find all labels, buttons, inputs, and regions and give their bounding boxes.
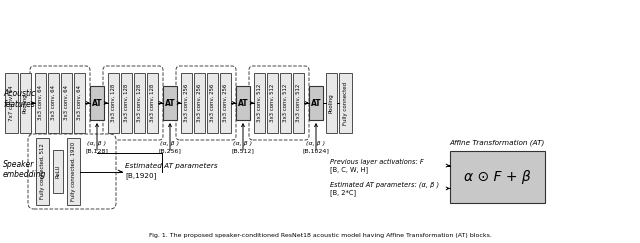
Bar: [236, 86, 250, 120]
Text: ReLU: ReLU: [56, 165, 61, 178]
Text: Pooling: Pooling: [329, 93, 334, 113]
FancyBboxPatch shape: [176, 66, 236, 140]
Text: [B,1024]: [B,1024]: [303, 148, 330, 154]
Text: AT: AT: [164, 98, 175, 107]
Text: 3x3 conv, 512: 3x3 conv, 512: [270, 84, 275, 122]
Text: 3x3 conv, 64: 3x3 conv, 64: [51, 86, 56, 121]
Text: Estimated AT parameters: Estimated AT parameters: [125, 162, 218, 169]
Bar: [36, 138, 49, 205]
Bar: [181, 73, 192, 133]
Text: (α, β ): (α, β ): [161, 140, 180, 146]
Bar: [147, 73, 158, 133]
Text: 3x3 conv, 512: 3x3 conv, 512: [283, 84, 288, 122]
Text: 3x3 conv, 256: 3x3 conv, 256: [197, 84, 202, 122]
Bar: [254, 73, 265, 133]
Bar: [163, 86, 177, 120]
Text: (α, β ): (α, β ): [88, 140, 107, 146]
Text: Fully connected, 512: Fully connected, 512: [40, 144, 45, 199]
Text: Estimated AT parameters: (α, β ): Estimated AT parameters: (α, β ): [330, 181, 439, 188]
Bar: [267, 73, 278, 133]
Bar: [194, 73, 205, 133]
Bar: [134, 73, 145, 133]
Text: 3x3 conv, 256: 3x3 conv, 256: [223, 84, 228, 122]
Bar: [280, 73, 291, 133]
Text: α ⊙ F + β: α ⊙ F + β: [464, 170, 531, 184]
FancyBboxPatch shape: [28, 134, 116, 209]
Bar: [220, 73, 231, 133]
Bar: [326, 73, 337, 133]
Bar: [53, 150, 63, 193]
Text: 3x3 conv, 512: 3x3 conv, 512: [296, 84, 301, 122]
Text: 3x3 conv, 64: 3x3 conv, 64: [77, 86, 82, 121]
Text: 3x3 conv, 128: 3x3 conv, 128: [150, 84, 155, 122]
Text: Fully connected: Fully connected: [343, 81, 348, 125]
Text: [B,256]: [B,256]: [159, 148, 181, 154]
Text: [B, 2*C]: [B, 2*C]: [330, 189, 356, 196]
Text: [B,512]: [B,512]: [232, 148, 255, 154]
Bar: [48, 73, 59, 133]
Text: 3x3 conv, 64: 3x3 conv, 64: [64, 86, 69, 121]
Bar: [90, 86, 104, 120]
Text: Speaker
embedding: Speaker embedding: [3, 160, 46, 179]
Bar: [61, 73, 72, 133]
Text: Affine Transformation (AT): Affine Transformation (AT): [450, 140, 545, 146]
FancyBboxPatch shape: [30, 66, 90, 140]
Text: Fig. 1. The proposed speaker-conditioned ResNet18 acoustic model having Affine T: Fig. 1. The proposed speaker-conditioned…: [148, 233, 492, 238]
Text: 7x7 conv, 64: 7x7 conv, 64: [9, 85, 14, 121]
Bar: [108, 73, 119, 133]
Bar: [293, 73, 304, 133]
Text: 3x3 conv, 128: 3x3 conv, 128: [111, 84, 116, 122]
Text: 3x3 conv, 256: 3x3 conv, 256: [210, 84, 215, 122]
Text: AT: AT: [237, 98, 248, 107]
Text: 3x3 conv, 128: 3x3 conv, 128: [124, 84, 129, 122]
Text: 3x3 conv, 64: 3x3 conv, 64: [38, 86, 43, 121]
Bar: [450, 151, 545, 203]
Bar: [339, 73, 352, 133]
Bar: [67, 138, 80, 205]
FancyBboxPatch shape: [249, 66, 309, 140]
Bar: [35, 73, 46, 133]
Text: [B,1920]: [B,1920]: [125, 172, 156, 179]
Bar: [5, 73, 18, 133]
Text: 3x3 conv, 512: 3x3 conv, 512: [257, 84, 262, 122]
Text: AT: AT: [92, 98, 102, 107]
Bar: [121, 73, 132, 133]
FancyBboxPatch shape: [103, 66, 163, 140]
Text: [B,128]: [B,128]: [86, 148, 108, 154]
Text: Acoustic
features: Acoustic features: [3, 89, 35, 109]
Text: (α, β ): (α, β ): [307, 140, 326, 146]
Text: Pooling: Pooling: [23, 93, 28, 113]
Text: AT: AT: [310, 98, 321, 107]
Text: [B, C, W, H]: [B, C, W, H]: [330, 166, 368, 173]
Text: (α, β ): (α, β ): [234, 140, 253, 146]
Bar: [207, 73, 218, 133]
Bar: [74, 73, 85, 133]
Bar: [309, 86, 323, 120]
Text: 3x3 conv, 256: 3x3 conv, 256: [184, 84, 189, 122]
Text: 3x3 conv, 128: 3x3 conv, 128: [137, 84, 142, 122]
Text: Fully connected, 1920: Fully connected, 1920: [71, 142, 76, 201]
Text: Previous layer activations: F: Previous layer activations: F: [330, 158, 424, 165]
Bar: [20, 73, 31, 133]
